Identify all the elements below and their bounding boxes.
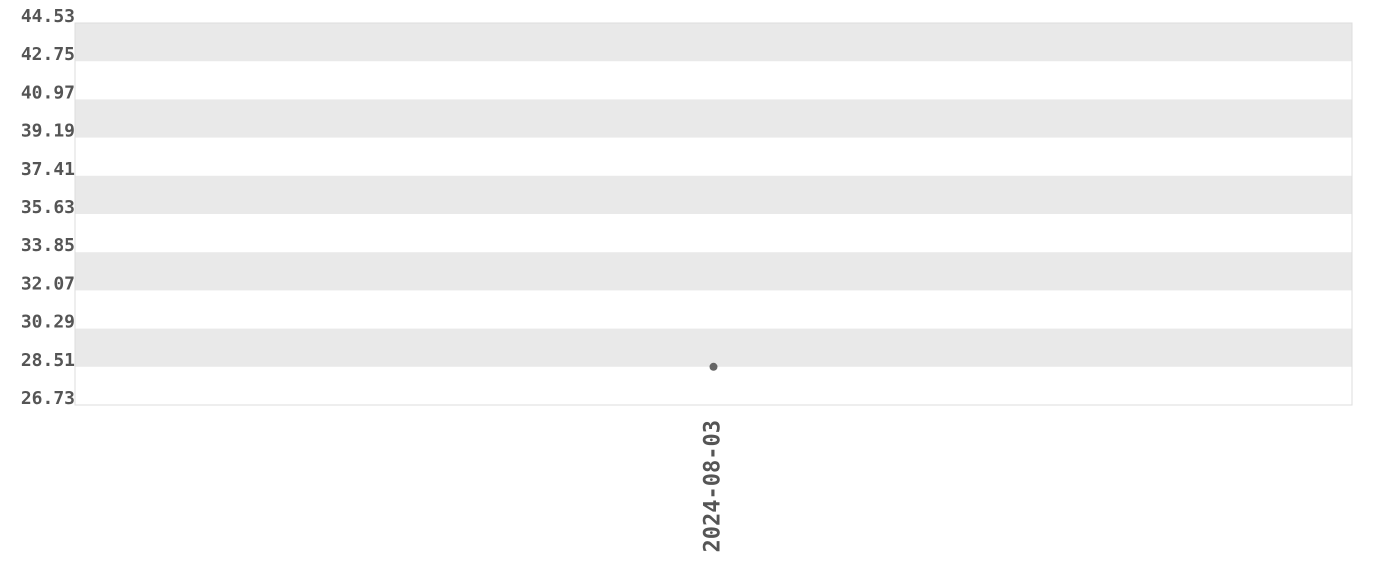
y-tick-label: 28.51	[21, 350, 75, 371]
y-tick-label: 39.19	[21, 121, 75, 142]
y-tick-label: 26.73	[21, 388, 75, 409]
y-tick-label: 33.85	[21, 235, 75, 256]
y-tick-label: 30.29	[21, 312, 75, 333]
plot-frame	[74, 22, 1353, 406]
y-tick-label: 35.63	[21, 197, 75, 218]
point	[709, 362, 718, 371]
grid-band	[75, 252, 1352, 291]
y-tick-label: 37.41	[21, 159, 75, 180]
x-tick-label: 2024-08-03	[701, 420, 726, 552]
grid-band	[75, 175, 1352, 214]
grid-band	[75, 99, 1352, 138]
y-tick-label: 32.07	[21, 273, 75, 294]
grid-band	[75, 328, 1352, 367]
y-tick-label: 44.53	[21, 6, 75, 27]
grid-band	[75, 23, 1352, 62]
y-tick-label: 42.75	[21, 44, 75, 65]
y-tick-label: 40.97	[21, 82, 75, 103]
